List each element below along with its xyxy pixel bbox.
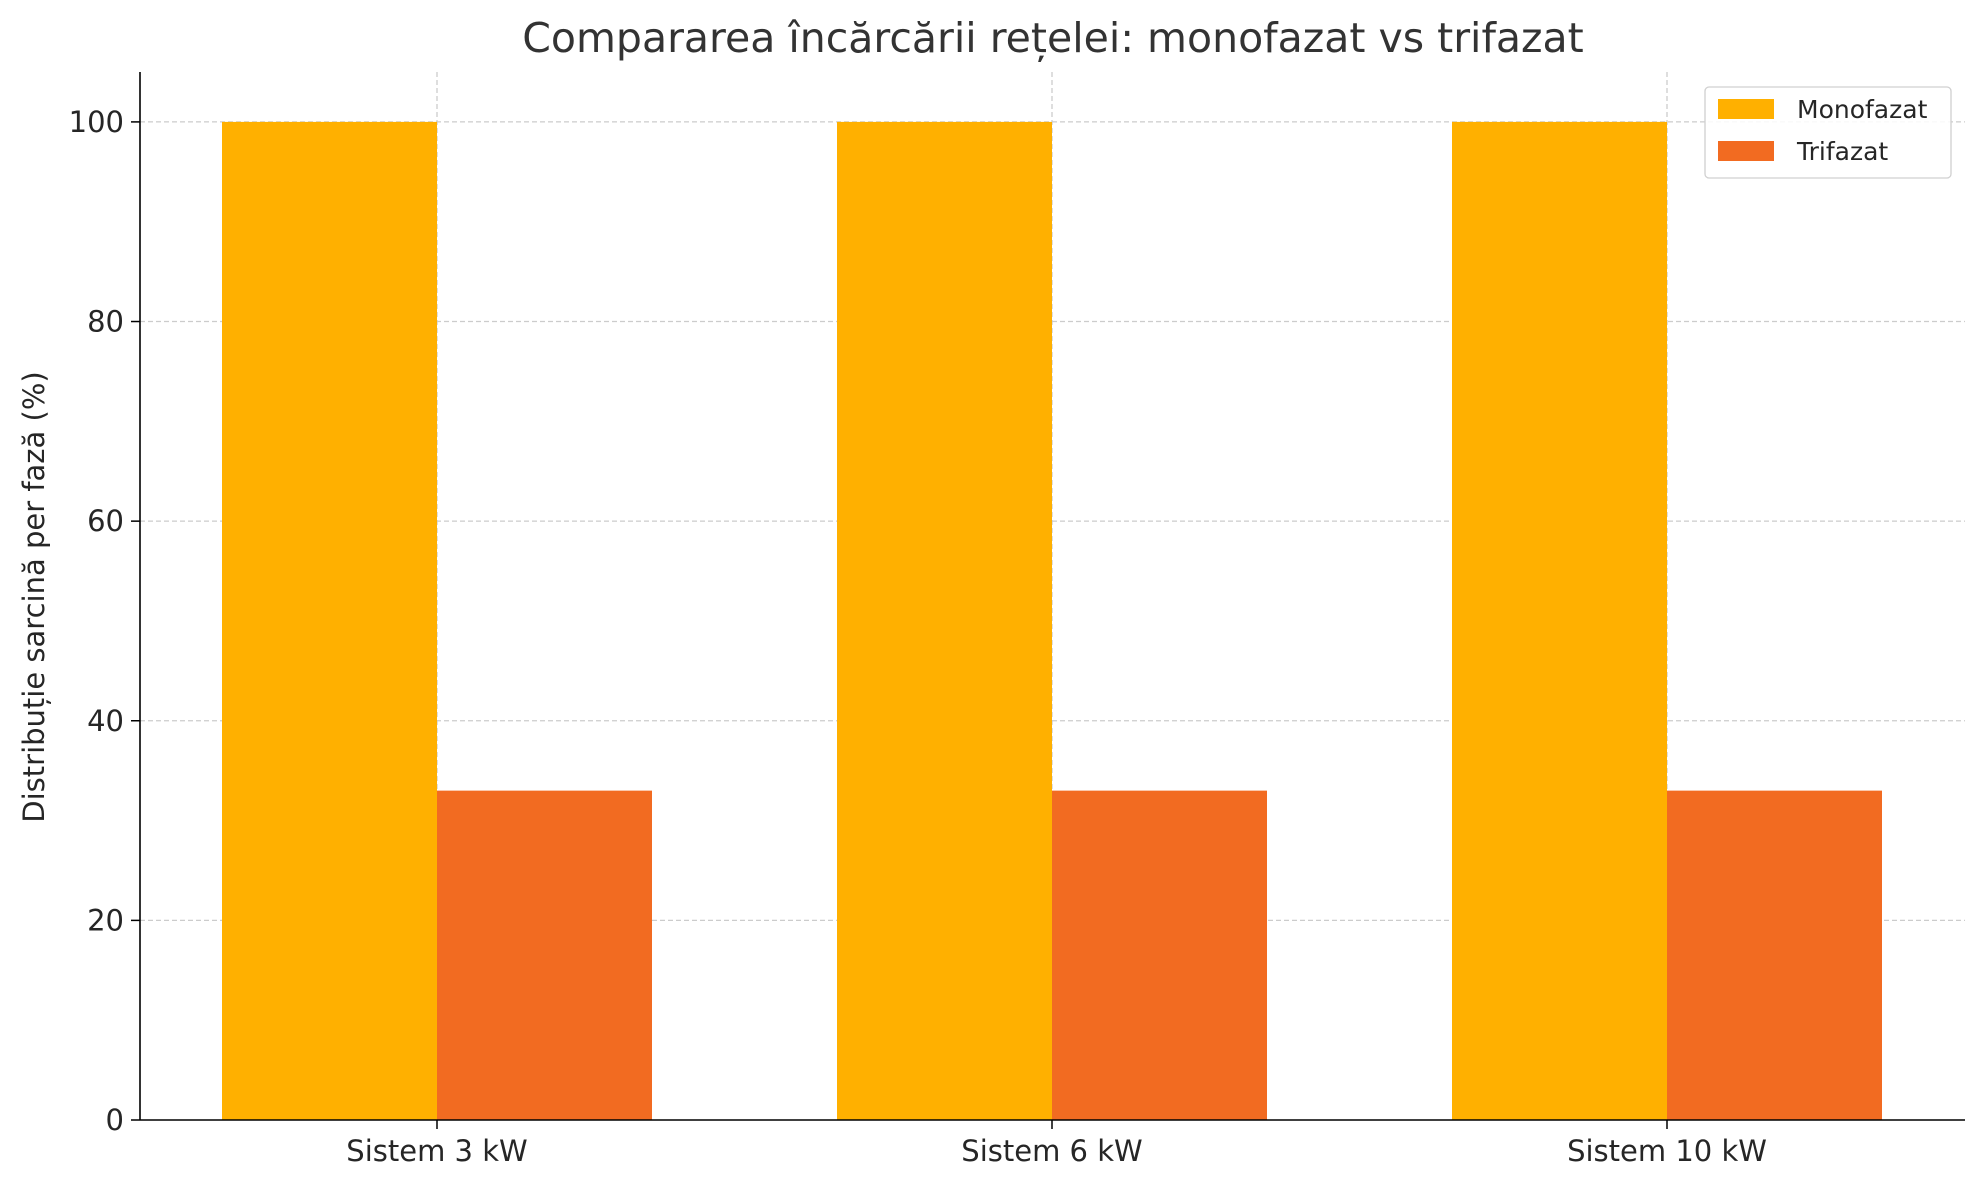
bar-trifazat (1667, 790, 1882, 1120)
x-tick-label: Sistem 3 kW (346, 1134, 527, 1168)
bar-trifazat (437, 790, 652, 1120)
legend-swatch-monofazat (1718, 99, 1774, 119)
y-tick-label: 60 (87, 504, 124, 538)
tick-labels: 0 20 40 60 80 100 Sistem 3 kW Sistem 6 kW Sistem… (69, 105, 1767, 1168)
y-tick-label: 40 (87, 704, 124, 738)
y-tick-label: 20 (87, 903, 124, 937)
y-tick-label: 100 (69, 105, 124, 139)
legend-label-trifazat: Trifazat (1796, 137, 1888, 166)
x-tick-label: Sistem 6 kW (961, 1134, 1142, 1168)
bar-monofazat (222, 121, 437, 1120)
legend-label-monofazat: Monofazat (1797, 95, 1928, 124)
y-axis-label: Distribuție sarcină per fază (%) (17, 371, 51, 822)
bar-monofazat (837, 121, 1052, 1120)
y-tick-label: 80 (87, 305, 124, 339)
bar-monofazat (1452, 121, 1667, 1120)
legend: Monofazat Trifazat (1704, 86, 1952, 179)
bar-trifazat (1052, 790, 1267, 1120)
chart-title: Compararea încărcării rețelei: monofazat… (522, 14, 1583, 62)
x-tick-label: Sistem 10 kW (1567, 1134, 1767, 1168)
bars (222, 121, 1882, 1120)
y-tick-label: 0 (106, 1103, 124, 1137)
legend-swatch-trifazat (1718, 141, 1774, 161)
axes (131, 72, 1965, 1129)
